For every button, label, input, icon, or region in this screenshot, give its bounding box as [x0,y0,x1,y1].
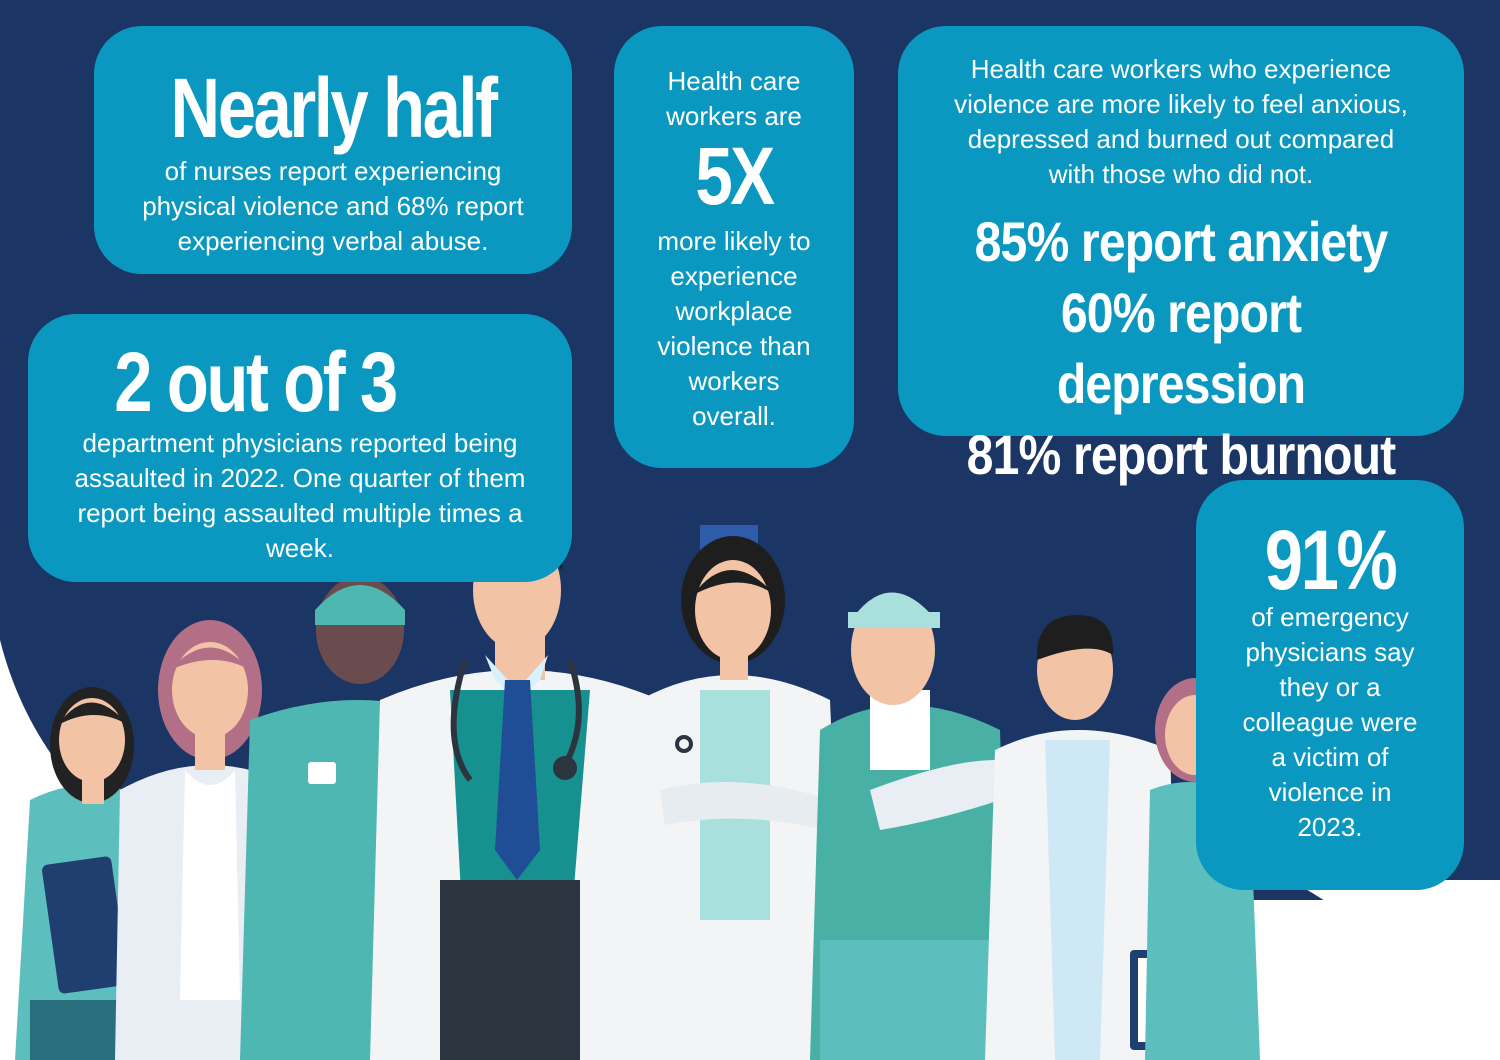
ninety-one-text: of emergency physicians say they or a co… [1242,602,1418,842]
five-x-intro: Health care workers are [666,66,802,131]
five-x-headline: 5X [695,131,775,222]
nearly-half-text: of nurses report experiencing physical v… [142,156,524,256]
nearly-half-callout: Nearly half of nurses report experiencin… [94,26,572,274]
nearly-half-headline: Nearly half [170,61,498,155]
two-of-three-callout: 2 out of 3 department physicians reporte… [28,314,572,582]
depression-stat: 60% report depression [1056,281,1306,415]
mental-health-intro: Health care workers who experience viole… [954,54,1408,189]
ninety-one-callout: 91% of emergency physicians say they or … [1196,480,1464,890]
two-of-three-text: department physicians reported being ass… [74,428,526,563]
mental-health-stats: 85% report anxiety 60% report depression… [898,206,1464,490]
five-x-callout: Health care workers are 5X more likely t… [614,26,854,468]
surgeon-cap-figure [810,592,1010,1060]
female-doctor-arms-crossed-figure [630,525,845,1060]
ninety-one-headline: 91% [1264,513,1398,607]
burnout-stat: 81% report burnout [966,423,1397,486]
two-of-three-headline: 2 out of 3 [114,335,398,429]
anxiety-stat: 85% report anxiety [974,210,1389,273]
five-x-text: more likely to experience workplace viol… [657,226,811,431]
mental-health-callout: Health care workers who experience viole… [898,26,1464,486]
